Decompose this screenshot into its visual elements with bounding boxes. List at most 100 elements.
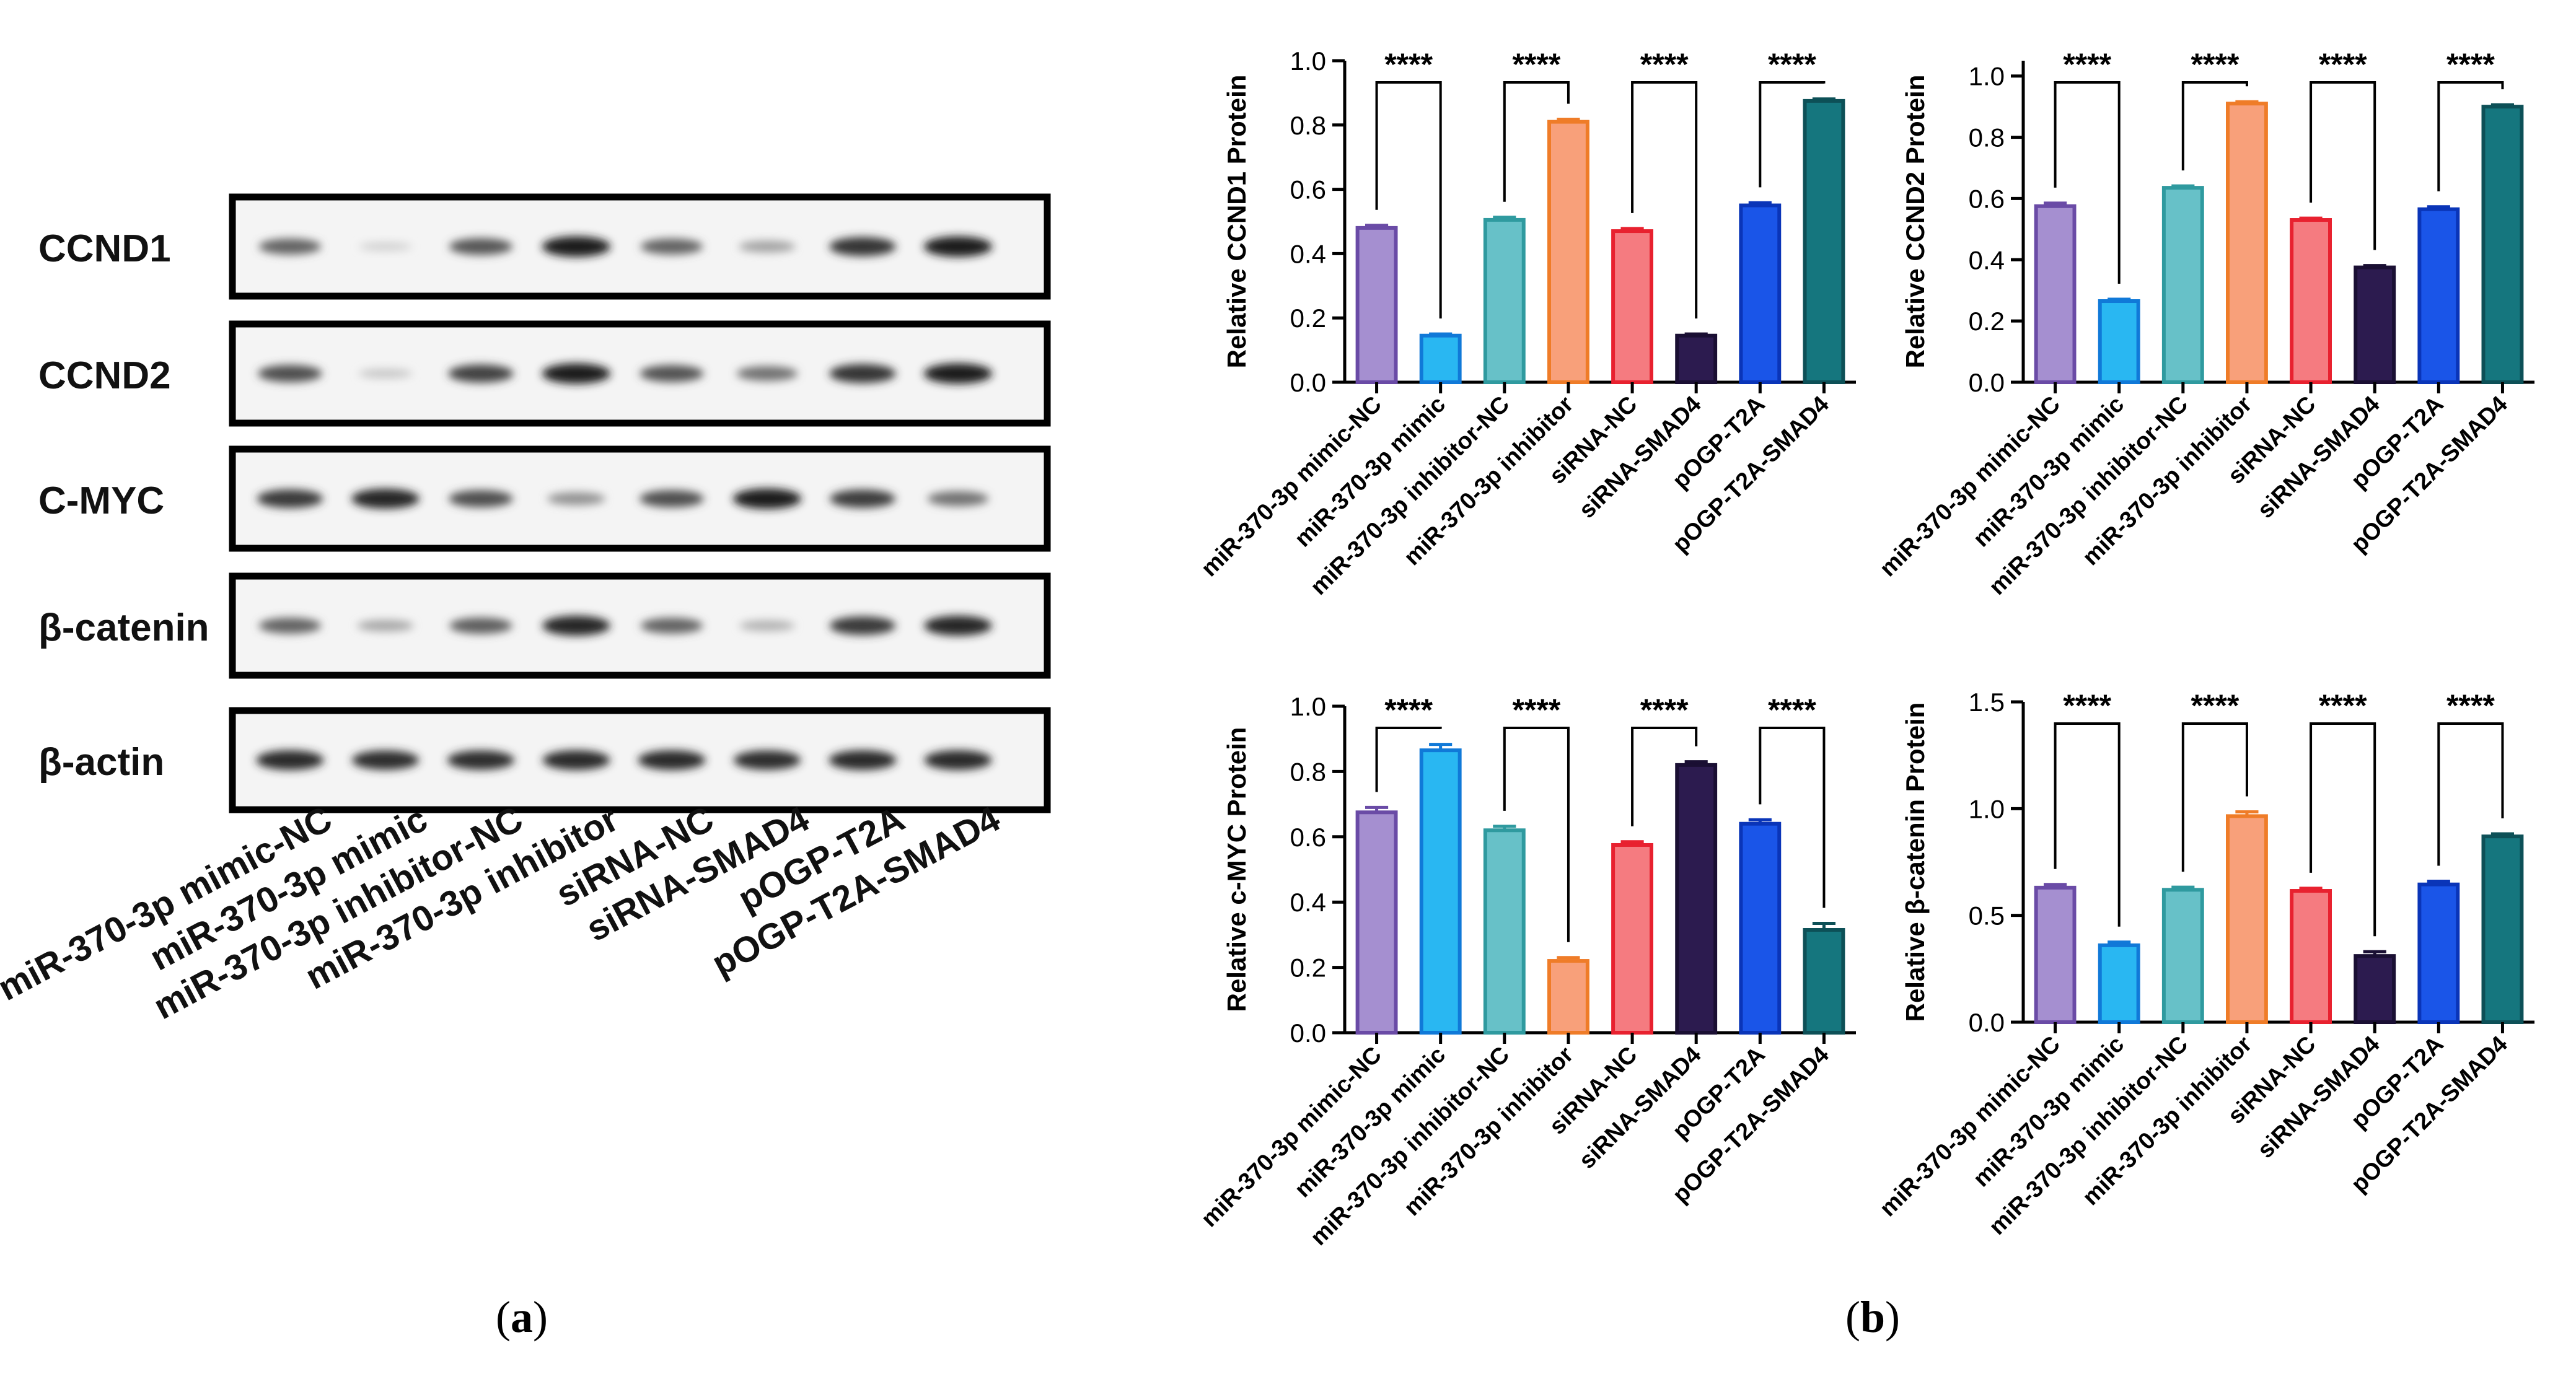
bar-charts-panel: 0.0 0.2 0.4 0.6 0.8 1.0 Relative CCND1 Protein… bbox=[1177, 0, 2576, 1376]
band-ccnd1-lane-4 bbox=[542, 236, 611, 257]
significance-label-1: **** bbox=[1384, 693, 1433, 727]
band-ccnd1-lane-7 bbox=[829, 237, 896, 256]
bar-mir-370-3p-inhibitor-nc bbox=[1483, 217, 1526, 384]
y-tick-label: 0.6 bbox=[1290, 175, 1326, 204]
bar-mir-370-3p-mimic bbox=[2098, 299, 2140, 384]
panel-label-a-letter: a bbox=[510, 1292, 533, 1342]
band-actin-lane-2 bbox=[351, 750, 420, 770]
band-ccnd2-lane-8 bbox=[923, 363, 993, 384]
significance-bracket-3 bbox=[1631, 81, 1698, 319]
band-catenin-lane-8 bbox=[924, 615, 992, 636]
bar-sirna-nc bbox=[2290, 218, 2332, 384]
significance-bracket-4 bbox=[2437, 81, 2504, 191]
chart-3: 0.0 0.2 0.4 0.6 0.8 1.0 Relative c-MYC Protein… bbox=[1197, 692, 1856, 1251]
protein-label-c-myc: C-MYC bbox=[38, 479, 164, 522]
band-ccnd2-lane-5 bbox=[640, 365, 704, 382]
significance-bracket-4 bbox=[1759, 81, 1826, 188]
significance-bracket-3 bbox=[2310, 81, 2376, 250]
y-axis-label: Relative CCND1 Protein bbox=[1222, 75, 1251, 369]
band-ccnd1-lane-6 bbox=[739, 240, 796, 253]
bar-sirna-smad4 bbox=[1675, 763, 1718, 1035]
significance-label-1: **** bbox=[2063, 47, 2111, 82]
y-tick-label: 0.0 bbox=[1290, 368, 1326, 397]
y-tick-label: 1.0 bbox=[1969, 62, 2005, 91]
band-catenin-lane-7 bbox=[829, 616, 896, 636]
y-tick-label: 0.4 bbox=[1290, 888, 1326, 917]
band-catenin-lane-1 bbox=[258, 618, 322, 634]
blot-row-c-myc: C-MYC bbox=[38, 445, 1051, 552]
bar-sirna-nc bbox=[1611, 229, 1653, 384]
blot-row-ccnd2: CCND2 bbox=[38, 320, 1051, 427]
band-catenin-lane-3 bbox=[449, 617, 512, 634]
band-catenin-lane-4 bbox=[542, 615, 610, 636]
y-tick-label: 0.8 bbox=[1290, 111, 1326, 140]
significance-bracket-2 bbox=[2181, 81, 2248, 171]
significance-label-3: **** bbox=[1640, 47, 1689, 82]
y-tick-label: 0.4 bbox=[1290, 239, 1326, 268]
bar-pogp-t2a-smad4 bbox=[2481, 105, 2524, 384]
significance-bracket-1 bbox=[2054, 81, 2121, 284]
band-catenin-lane-5 bbox=[640, 618, 703, 634]
y-axis-label: Relative CCND2 Protein bbox=[1901, 75, 1930, 369]
band-ccnd2-lane-1 bbox=[258, 365, 322, 382]
bar-sirna-smad4 bbox=[2354, 265, 2396, 384]
band-c-myc-lane-8 bbox=[927, 491, 989, 507]
bar-mir-370-3p-mimic bbox=[1419, 748, 1462, 1035]
band-catenin-lane-2 bbox=[357, 619, 414, 632]
bar-pogp-t2a-smad4 bbox=[2481, 834, 2524, 1024]
significance-label-4: **** bbox=[1768, 693, 1816, 727]
bar-mir-370-3p-inhibitor bbox=[2226, 102, 2268, 384]
significance-label-3: **** bbox=[1640, 693, 1689, 727]
chart-1: 0.0 0.2 0.4 0.6 0.8 1.0 Relative CCND1 Protein… bbox=[1197, 46, 1856, 600]
protein-label-catenin: β-catenin bbox=[38, 606, 209, 649]
y-tick-label: 0.2 bbox=[1290, 953, 1326, 983]
protein-label-actin: β-actin bbox=[38, 741, 164, 784]
y-tick-label: 0.8 bbox=[1290, 757, 1326, 786]
bar-sirna-smad4 bbox=[2354, 954, 2396, 1024]
bar-mir-370-3p-inhibitor-nc bbox=[2161, 186, 2204, 384]
significance-label-2: **** bbox=[1512, 693, 1560, 727]
panel-label-b: (b) bbox=[1845, 1292, 1901, 1342]
western-blot-panel: CCND1 CCND2 C-MYC β-catenin β-actin miR-370-3… bbox=[0, 0, 1177, 1376]
panel-label-b-letter: b bbox=[1860, 1292, 1886, 1342]
y-axis-label: Relative c-MYC Protein bbox=[1222, 727, 1251, 1012]
y-tick-label: 0.2 bbox=[1969, 307, 2005, 336]
bar-mir-370-3p-mimic-nc bbox=[1355, 810, 1398, 1035]
bar-mir-370-3p-inhibitor bbox=[1547, 959, 1589, 1035]
bar-mir-370-3p-mimic-nc bbox=[2034, 204, 2077, 384]
bar-pogp-t2a-smad4 bbox=[1803, 98, 1845, 384]
band-ccnd1-lane-3 bbox=[449, 238, 513, 255]
band-actin-lane-8 bbox=[924, 750, 992, 770]
bar-mir-370-3p-inhibitor bbox=[1547, 120, 1589, 385]
band-ccnd1-lane-2 bbox=[359, 242, 412, 252]
significance-label-4: **** bbox=[2446, 688, 2495, 723]
bar-mir-370-3p-mimic bbox=[1419, 333, 1462, 384]
blot-row-actin: β-actin bbox=[38, 707, 1051, 813]
bar-mir-370-3p-mimic bbox=[2098, 943, 2140, 1025]
band-c-myc-lane-1 bbox=[257, 489, 323, 509]
band-ccnd1-lane-8 bbox=[923, 236, 993, 257]
significance-bracket-1 bbox=[1375, 727, 1442, 792]
significance-label-2: **** bbox=[2191, 47, 2239, 82]
bar-mir-370-3p-inhibitor-nc bbox=[2161, 888, 2204, 1024]
significance-label-2: **** bbox=[2191, 688, 2239, 723]
significance-bracket-4 bbox=[2437, 722, 2504, 866]
y-tick-label: 0.5 bbox=[1969, 901, 2005, 930]
band-ccnd2-lane-3 bbox=[448, 364, 514, 383]
y-axis-label: Relative β-catenin Protein bbox=[1901, 703, 1930, 1022]
band-ccnd2-lane-7 bbox=[829, 364, 896, 383]
band-ccnd1-lane-5 bbox=[640, 239, 703, 255]
significance-bracket-1 bbox=[2054, 722, 2121, 927]
significance-bracket-4 bbox=[1759, 727, 1826, 908]
band-ccnd1-lane-1 bbox=[258, 239, 322, 255]
blot-row-catenin: β-catenin bbox=[38, 572, 1051, 679]
y-tick-label: 0.2 bbox=[1290, 304, 1326, 333]
band-actin-lane-7 bbox=[829, 750, 897, 770]
blot-row-ccnd1: CCND1 bbox=[38, 193, 1051, 300]
significance-label-3: **** bbox=[2319, 47, 2367, 82]
significance-bracket-1 bbox=[1375, 81, 1442, 319]
y-tick-label: 1.0 bbox=[1969, 794, 2005, 823]
band-c-myc-lane-2 bbox=[351, 488, 420, 509]
panel-label-a: (a) bbox=[496, 1292, 548, 1342]
